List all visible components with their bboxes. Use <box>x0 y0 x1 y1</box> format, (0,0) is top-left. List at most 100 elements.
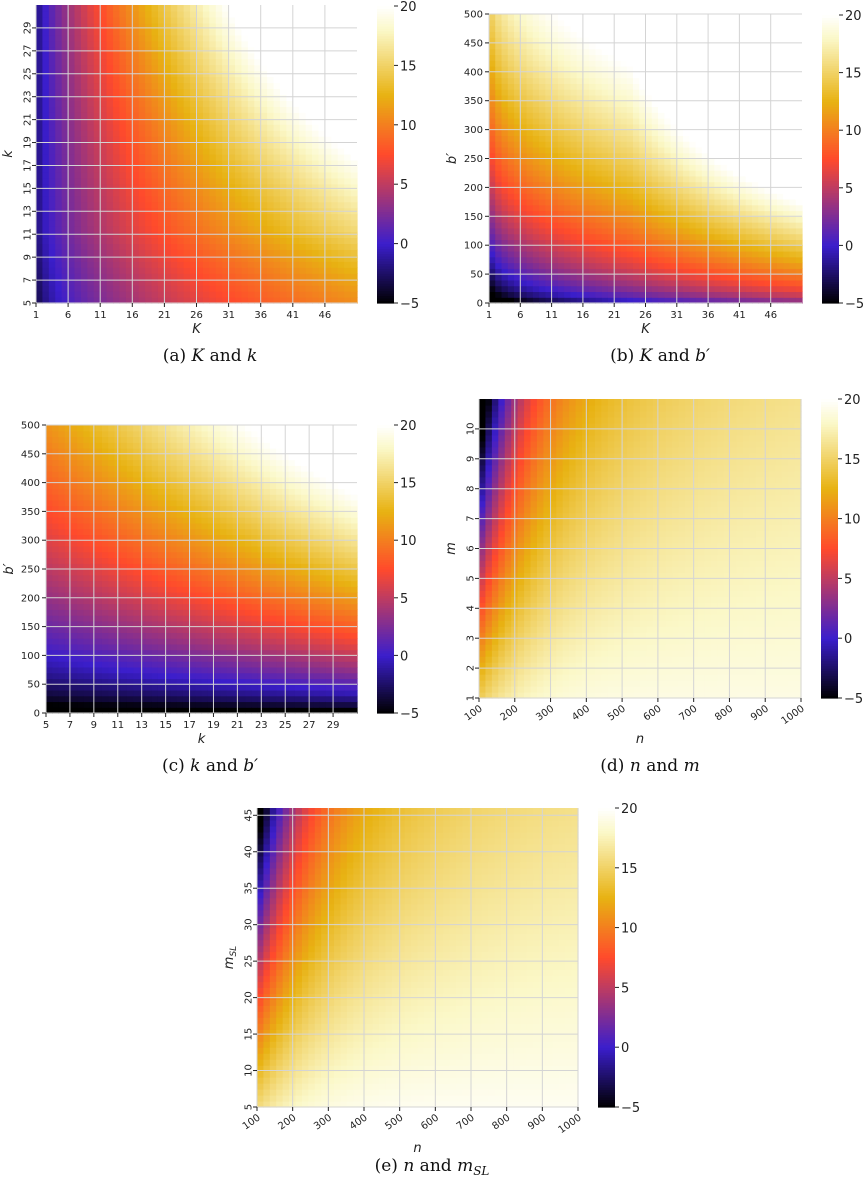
heatmap-cell <box>164 177 172 185</box>
heatmap-cell <box>670 274 678 281</box>
heatmap-cell <box>254 124 262 131</box>
heatmap-cell <box>267 52 275 60</box>
heatmap-cell <box>507 291 515 298</box>
heatmap-cell <box>132 106 140 113</box>
heatmap-cell <box>190 237 198 244</box>
heatmap-cell <box>626 66 634 73</box>
heatmap-cell <box>267 100 275 107</box>
heatmap-cell <box>676 112 684 119</box>
heatmap-cell <box>589 193 597 200</box>
heatmap-cell <box>526 291 534 298</box>
heatmap-cell <box>190 243 198 250</box>
heatmap-cell <box>299 82 307 90</box>
heatmap-cell <box>267 40 275 48</box>
heatmap-cell <box>138 22 146 30</box>
heatmap-cell <box>495 245 503 252</box>
heatmap-cell <box>614 19 622 27</box>
heatmap-cell <box>279 297 287 304</box>
heatmap-cell <box>164 165 172 173</box>
heatmap-cell <box>658 245 665 252</box>
heatmap-cell <box>658 31 665 38</box>
heatmap-cell <box>689 262 697 269</box>
heatmap-cell <box>639 83 647 90</box>
heatmap-cell <box>100 10 108 18</box>
heatmap-cell <box>695 222 703 229</box>
heatmap-cell <box>651 48 659 56</box>
heatmap-cell <box>520 66 528 73</box>
heatmap-cell <box>570 54 578 61</box>
heatmap-cell <box>48 100 56 107</box>
heatmap-cell <box>299 52 307 60</box>
colorbar-swatch <box>377 122 394 126</box>
heatmap-cell <box>695 291 703 298</box>
heatmap-cell <box>701 204 709 212</box>
heatmap-cell <box>61 22 69 30</box>
heatmap-cell <box>489 106 496 113</box>
heatmap-cell <box>526 193 534 200</box>
heatmap-cell <box>74 64 82 72</box>
heatmap-cell <box>260 16 268 24</box>
heatmap-cell <box>209 46 217 54</box>
heatmap-cell <box>344 154 352 161</box>
heatmap-cell <box>164 34 172 42</box>
heatmap-cell <box>177 124 185 131</box>
heatmap-cell <box>36 171 44 179</box>
heatmap-cell <box>267 16 275 24</box>
heatmap-cell <box>331 195 339 203</box>
heatmap-cell <box>241 130 249 137</box>
heatmap-cell <box>564 297 571 304</box>
heatmap-cell <box>87 136 95 143</box>
heatmap-cell <box>714 100 722 108</box>
heatmap-cell <box>228 82 236 90</box>
heatmap-cell <box>331 40 339 48</box>
heatmap-cell <box>745 112 753 119</box>
x-tick-label: 26 <box>190 310 203 321</box>
heatmap-cells <box>36 5 358 304</box>
heatmap-cell <box>676 25 684 32</box>
heatmap-cell <box>190 171 198 179</box>
heatmap-cell <box>267 237 275 244</box>
heatmap-cell <box>267 34 275 42</box>
heatmap-cell <box>620 222 628 229</box>
colorbar-swatch <box>377 265 394 269</box>
heatmap-cell <box>350 243 358 250</box>
heatmap-cell <box>670 250 678 258</box>
heatmap-cell <box>539 123 546 131</box>
heatmap-cell <box>100 64 108 72</box>
heatmap-cell <box>106 10 114 18</box>
heatmap-cell <box>177 165 185 173</box>
heatmap-cell <box>247 10 255 18</box>
heatmap-cell <box>93 159 101 167</box>
heatmap-cell <box>344 267 352 274</box>
heatmap-cell <box>119 213 127 221</box>
heatmap-cell <box>557 187 565 194</box>
heatmap-cell <box>119 5 127 12</box>
heatmap-cell <box>632 245 640 252</box>
heatmap-cell <box>620 204 628 212</box>
heatmap-cell <box>751 37 759 44</box>
heatmap-cell <box>526 100 534 108</box>
heatmap-cell <box>80 16 88 24</box>
heatmap-cell <box>651 210 659 217</box>
heatmap-cell <box>626 239 634 246</box>
heatmap-cell <box>106 189 114 197</box>
heatmap-cell <box>190 201 198 209</box>
heatmap-cell <box>209 94 217 101</box>
heatmap-cell <box>93 88 101 95</box>
heatmap-cell <box>87 16 95 24</box>
heatmap-cell <box>145 106 153 113</box>
heatmap-cell <box>202 124 210 131</box>
heatmap-cell <box>80 142 88 149</box>
heatmap-cell <box>305 213 313 221</box>
heatmap-cell <box>312 22 320 30</box>
heatmap-cell <box>551 19 559 27</box>
heatmap-cell <box>151 195 159 203</box>
heatmap-cell <box>526 216 534 223</box>
heatmap-cell <box>595 158 603 165</box>
heatmap-cell <box>267 58 275 66</box>
heatmap-cell <box>260 64 268 72</box>
heatmap-cell <box>190 225 198 233</box>
heatmap-cell <box>267 64 275 72</box>
heatmap-cell <box>720 250 728 258</box>
heatmap-cell <box>132 118 140 125</box>
